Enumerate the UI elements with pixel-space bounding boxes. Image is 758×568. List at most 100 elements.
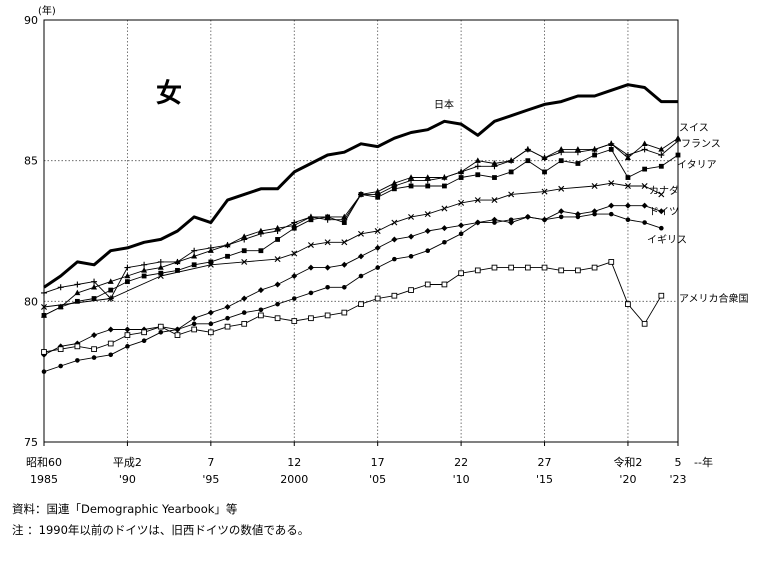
- chart-title: 女: [156, 78, 182, 109]
- series-0: [43, 83, 678, 289]
- data-point: [541, 264, 548, 271]
- data-point: [558, 149, 565, 156]
- data-point: [341, 220, 347, 225]
- data-point: [558, 208, 565, 215]
- data-point: [659, 225, 664, 231]
- data-point: [307, 242, 314, 249]
- data-point: [241, 248, 247, 254]
- data-point: [307, 264, 314, 271]
- data-point: [241, 233, 248, 239]
- data-point: [425, 183, 431, 189]
- data-point: [141, 273, 147, 279]
- data-point: [57, 284, 64, 291]
- series-label: スイス: [679, 123, 709, 134]
- data-point: [424, 228, 431, 234]
- data-point: [91, 278, 98, 285]
- data-point: [624, 152, 631, 159]
- data-point: [641, 182, 648, 189]
- x-tick-label-year: 1985: [30, 473, 58, 486]
- data-point: [241, 295, 248, 302]
- data-point: [274, 224, 281, 231]
- data-point: [358, 301, 364, 307]
- data-point: [591, 264, 598, 271]
- series-line: [43, 83, 678, 289]
- data-point: [41, 303, 47, 310]
- x-tick-label-year: '15: [536, 473, 553, 486]
- data-point: [558, 185, 565, 192]
- data-point: [574, 149, 581, 156]
- y-tick-label: 90: [24, 14, 38, 27]
- series-label: イタリア: [677, 159, 717, 171]
- data-point: [458, 222, 465, 229]
- data-point: [191, 247, 198, 254]
- data-point: [91, 346, 97, 353]
- data-point: [592, 152, 597, 158]
- data-point: [158, 329, 164, 335]
- data-point: [608, 180, 615, 187]
- data-point: [624, 182, 631, 189]
- data-point: [491, 163, 498, 170]
- data-point: [524, 146, 531, 153]
- data-point: [107, 326, 114, 333]
- data-point: [258, 312, 264, 319]
- data-point: [224, 303, 231, 310]
- data-point: [491, 160, 498, 166]
- data-point: [558, 214, 564, 220]
- data-point: [458, 199, 465, 206]
- data-point: [441, 281, 448, 288]
- data-point: [274, 281, 281, 288]
- data-point: [91, 355, 97, 360]
- x-tick-label-era: 22: [454, 456, 468, 469]
- data-point: [458, 270, 464, 277]
- data-point: [608, 211, 614, 217]
- x-tick-label-era: 平成2: [113, 456, 142, 469]
- data-point: [392, 256, 397, 262]
- data-point: [358, 230, 364, 237]
- series-label: 日本: [434, 98, 454, 111]
- series-1: [41, 134, 681, 318]
- x-tick-label-year: 2000: [280, 473, 308, 486]
- data-point: [58, 363, 63, 369]
- data-point: [474, 197, 481, 204]
- data-point: [675, 137, 681, 144]
- data-point: [224, 323, 231, 330]
- data-point: [175, 267, 180, 273]
- data-point: [274, 315, 281, 322]
- data-point: [474, 267, 481, 274]
- series-lines: [41, 83, 681, 374]
- x-axis-ticks: 昭和60 1985 平成2 '90 7 '95 12 2000 17 '05 22 '10 27 '15 令…: [26, 442, 687, 486]
- x-tick-label-era: 12: [287, 456, 301, 469]
- data-point: [524, 264, 531, 271]
- data-point: [241, 258, 248, 265]
- data-point: [157, 264, 164, 270]
- data-point: [658, 292, 665, 299]
- y-tick-label: 85: [24, 155, 38, 168]
- data-point: [375, 194, 381, 200]
- x-tick-label-year: '10: [453, 473, 470, 486]
- data-point: [658, 163, 664, 169]
- data-point: [107, 278, 114, 284]
- data-point: [391, 236, 398, 243]
- x-tick-label-year: '20: [619, 473, 636, 486]
- data-point: [91, 296, 97, 301]
- data-point: [391, 292, 398, 299]
- y-axis-ticks: 75 80 85 90: [24, 14, 38, 449]
- data-point: [74, 343, 81, 350]
- data-point: [441, 205, 448, 212]
- data-point: [658, 146, 665, 152]
- data-point: [641, 320, 648, 327]
- data-point: [107, 295, 114, 302]
- data-point: [358, 273, 364, 279]
- data-point: [241, 320, 248, 327]
- data-point: [141, 261, 148, 268]
- data-point: [608, 140, 615, 147]
- data-point: [542, 217, 547, 223]
- x-tick-label-year: '90: [119, 473, 136, 486]
- data-point: [224, 242, 231, 249]
- data-point: [207, 329, 214, 336]
- data-point: [257, 230, 264, 237]
- data-point: [174, 258, 181, 265]
- data-point: [675, 134, 681, 141]
- data-point: [442, 183, 447, 189]
- data-point: [375, 265, 380, 270]
